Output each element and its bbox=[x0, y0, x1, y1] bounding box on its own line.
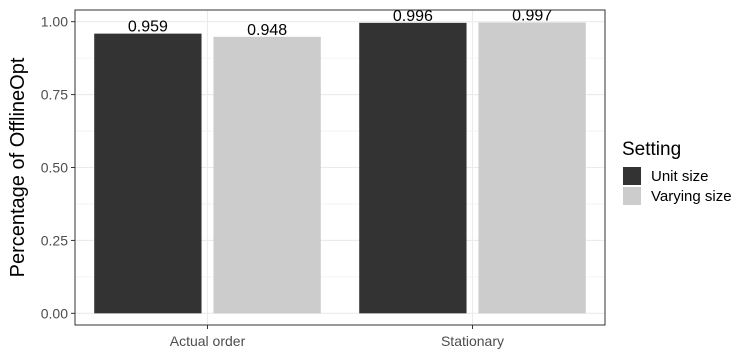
axes: 0.00 0.25 0.50 0.75 1.00 Actual order Stationa… bbox=[41, 14, 504, 349]
legend-title: Setting bbox=[622, 139, 681, 160]
y-tick-label: 1.00 bbox=[41, 14, 68, 30]
bar bbox=[213, 36, 321, 314]
y-tick-label: 0.50 bbox=[41, 160, 68, 176]
data-label: 0.948 bbox=[247, 22, 287, 39]
bars bbox=[94, 22, 586, 314]
x-tick-label: Actual order bbox=[170, 333, 246, 349]
y-tick-label: 0.75 bbox=[41, 87, 68, 103]
legend: Setting Unit size Varying size bbox=[622, 139, 732, 205]
y-tick-label: 0.00 bbox=[41, 305, 68, 321]
data-label: 0.996 bbox=[393, 8, 433, 25]
legend-key bbox=[623, 187, 641, 205]
bar bbox=[94, 33, 202, 314]
data-labels: 0.959 0.996 0.948 0.997 bbox=[128, 8, 552, 39]
legend-key bbox=[623, 167, 641, 185]
y-tick-label: 0.25 bbox=[41, 232, 68, 248]
x-tick-label: Stationary bbox=[441, 333, 504, 349]
data-label: 0.997 bbox=[512, 8, 552, 25]
bar bbox=[359, 22, 467, 314]
legend-label: Varying size bbox=[651, 188, 732, 205]
bar bbox=[478, 22, 586, 314]
data-label: 0.959 bbox=[128, 19, 168, 36]
legend-label: Unit size bbox=[651, 168, 709, 185]
y-axis-title: Percentage of OfflineOpt bbox=[7, 57, 29, 277]
